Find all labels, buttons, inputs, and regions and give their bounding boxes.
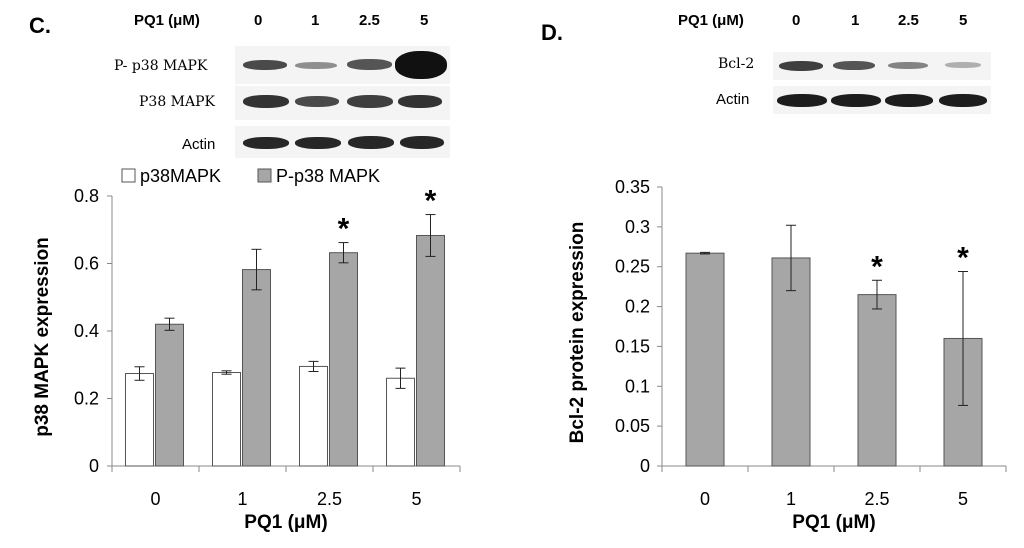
blot-band <box>398 95 442 108</box>
blot-band <box>779 61 823 71</box>
blot-d-strip-actin <box>773 86 991 114</box>
bar <box>242 269 271 467</box>
bar <box>299 365 328 467</box>
x-tick-label: 0 <box>150 489 160 509</box>
y-tick-label: 0.05 <box>615 416 650 436</box>
blot-band <box>777 94 827 107</box>
blot-c-row-label: P38 MAPK <box>139 94 216 110</box>
blot-d-lane-label: 0 <box>792 12 801 29</box>
blot-band <box>295 137 341 149</box>
y-tick-label: 0.2 <box>74 389 99 409</box>
y-axis-label: Bcl-2 protein expression <box>567 222 588 444</box>
panel-d-letter: D. <box>541 20 563 45</box>
blot-c-strip-p-p38 <box>235 46 450 84</box>
panel-c-letter: C. <box>29 13 51 38</box>
bar <box>685 252 725 467</box>
bar <box>125 373 154 467</box>
y-tick-label: 0.15 <box>615 336 650 356</box>
y-tick-label: 0.3 <box>625 217 650 237</box>
bar <box>771 257 811 467</box>
blot-band <box>831 94 881 107</box>
x-tick-label: 1 <box>237 489 247 509</box>
blot-d-row-label: Bcl-2 <box>718 56 755 72</box>
legend-swatch <box>121 168 136 183</box>
legend-label: P-p38 MAPK <box>276 166 380 186</box>
blot-c-strip-p38 <box>235 86 450 120</box>
significance-marker: * <box>338 213 350 246</box>
x-tick-label: 0 <box>700 489 710 509</box>
chart-d: 0 0.05 0.1 0.15 0.2 0.25 0.3 0.35 0 1 2.5 5 * * PQ1 (μ… <box>567 177 1007 533</box>
blot-band <box>347 95 393 108</box>
significance-marker: * <box>871 250 883 283</box>
blot-c-lane-label: 5 <box>420 12 429 29</box>
blot-band <box>295 96 339 107</box>
x-tick-label: 2.5 <box>317 489 342 509</box>
blot-band <box>945 62 981 68</box>
blot-band <box>243 95 289 108</box>
blot-band <box>939 94 987 107</box>
bar <box>155 323 184 467</box>
x-tick-label: 1 <box>786 489 796 509</box>
blot-d-lane-label: 5 <box>959 12 968 29</box>
blot-band <box>348 136 394 149</box>
bar <box>212 372 241 467</box>
x-tick-label: 2.5 <box>864 489 889 509</box>
blot-c-header-label: PQ1 (μM) <box>134 12 200 29</box>
y-tick-label: 0.25 <box>615 257 650 277</box>
blot-band <box>295 62 337 69</box>
x-axis-label: PQ1 (μM) <box>244 512 327 533</box>
bar <box>857 294 897 467</box>
blot-d-header-label: PQ1 (μM) <box>678 12 744 29</box>
x-tick-label: 5 <box>958 489 968 509</box>
blot-d-row-label: Actin <box>716 91 750 108</box>
legend-label: p38MAPK <box>140 166 221 186</box>
blot-c-strip-actin <box>235 126 450 158</box>
blot-d-strip-bcl2 <box>773 52 991 80</box>
blot-band <box>243 60 287 70</box>
blot-c-row-label: P- p38 MAPK <box>114 58 208 74</box>
y-tick-label: 0.2 <box>625 297 650 317</box>
y-tick-label: 0.4 <box>74 321 99 341</box>
significance-marker: * <box>957 241 969 274</box>
blot-c-lane-label: 2.5 <box>359 12 380 29</box>
legend-swatch <box>257 168 272 183</box>
blot-band <box>885 94 933 107</box>
bar <box>329 252 358 467</box>
y-tick-label: 0.35 <box>615 177 650 197</box>
blot-c-lane-label: 0 <box>254 12 263 29</box>
x-axis-label: PQ1 (μM) <box>792 512 875 533</box>
y-axis-label: p38 MAPK expression <box>32 237 53 437</box>
blot-band <box>400 136 444 149</box>
bar <box>386 377 415 467</box>
y-tick-label: 0.6 <box>74 254 99 274</box>
y-tick-label: 0 <box>640 456 650 476</box>
blot-d-lane-label: 1 <box>851 12 860 29</box>
significance-marker: * <box>425 185 437 218</box>
blot-band <box>888 62 928 69</box>
blot-c-row-label: Actin <box>182 136 216 153</box>
blot-d-lane-label: 2.5 <box>898 12 919 29</box>
blot-band <box>243 137 289 149</box>
chart-c: 0 0.2 0.4 0.6 0.8 0 1 2.5 5 * * PQ1 (μM) p38 MAPK ex… <box>32 166 461 533</box>
blot-band <box>395 51 447 79</box>
blot-band <box>347 59 392 70</box>
bar <box>416 234 445 467</box>
y-tick-label: 0 <box>89 456 99 476</box>
blot-c-lane-label: 1 <box>311 12 320 29</box>
blot-band <box>833 61 875 70</box>
y-tick-label: 0.8 <box>74 186 99 206</box>
x-tick-label: 5 <box>411 489 421 509</box>
y-tick-label: 0.1 <box>625 376 650 396</box>
